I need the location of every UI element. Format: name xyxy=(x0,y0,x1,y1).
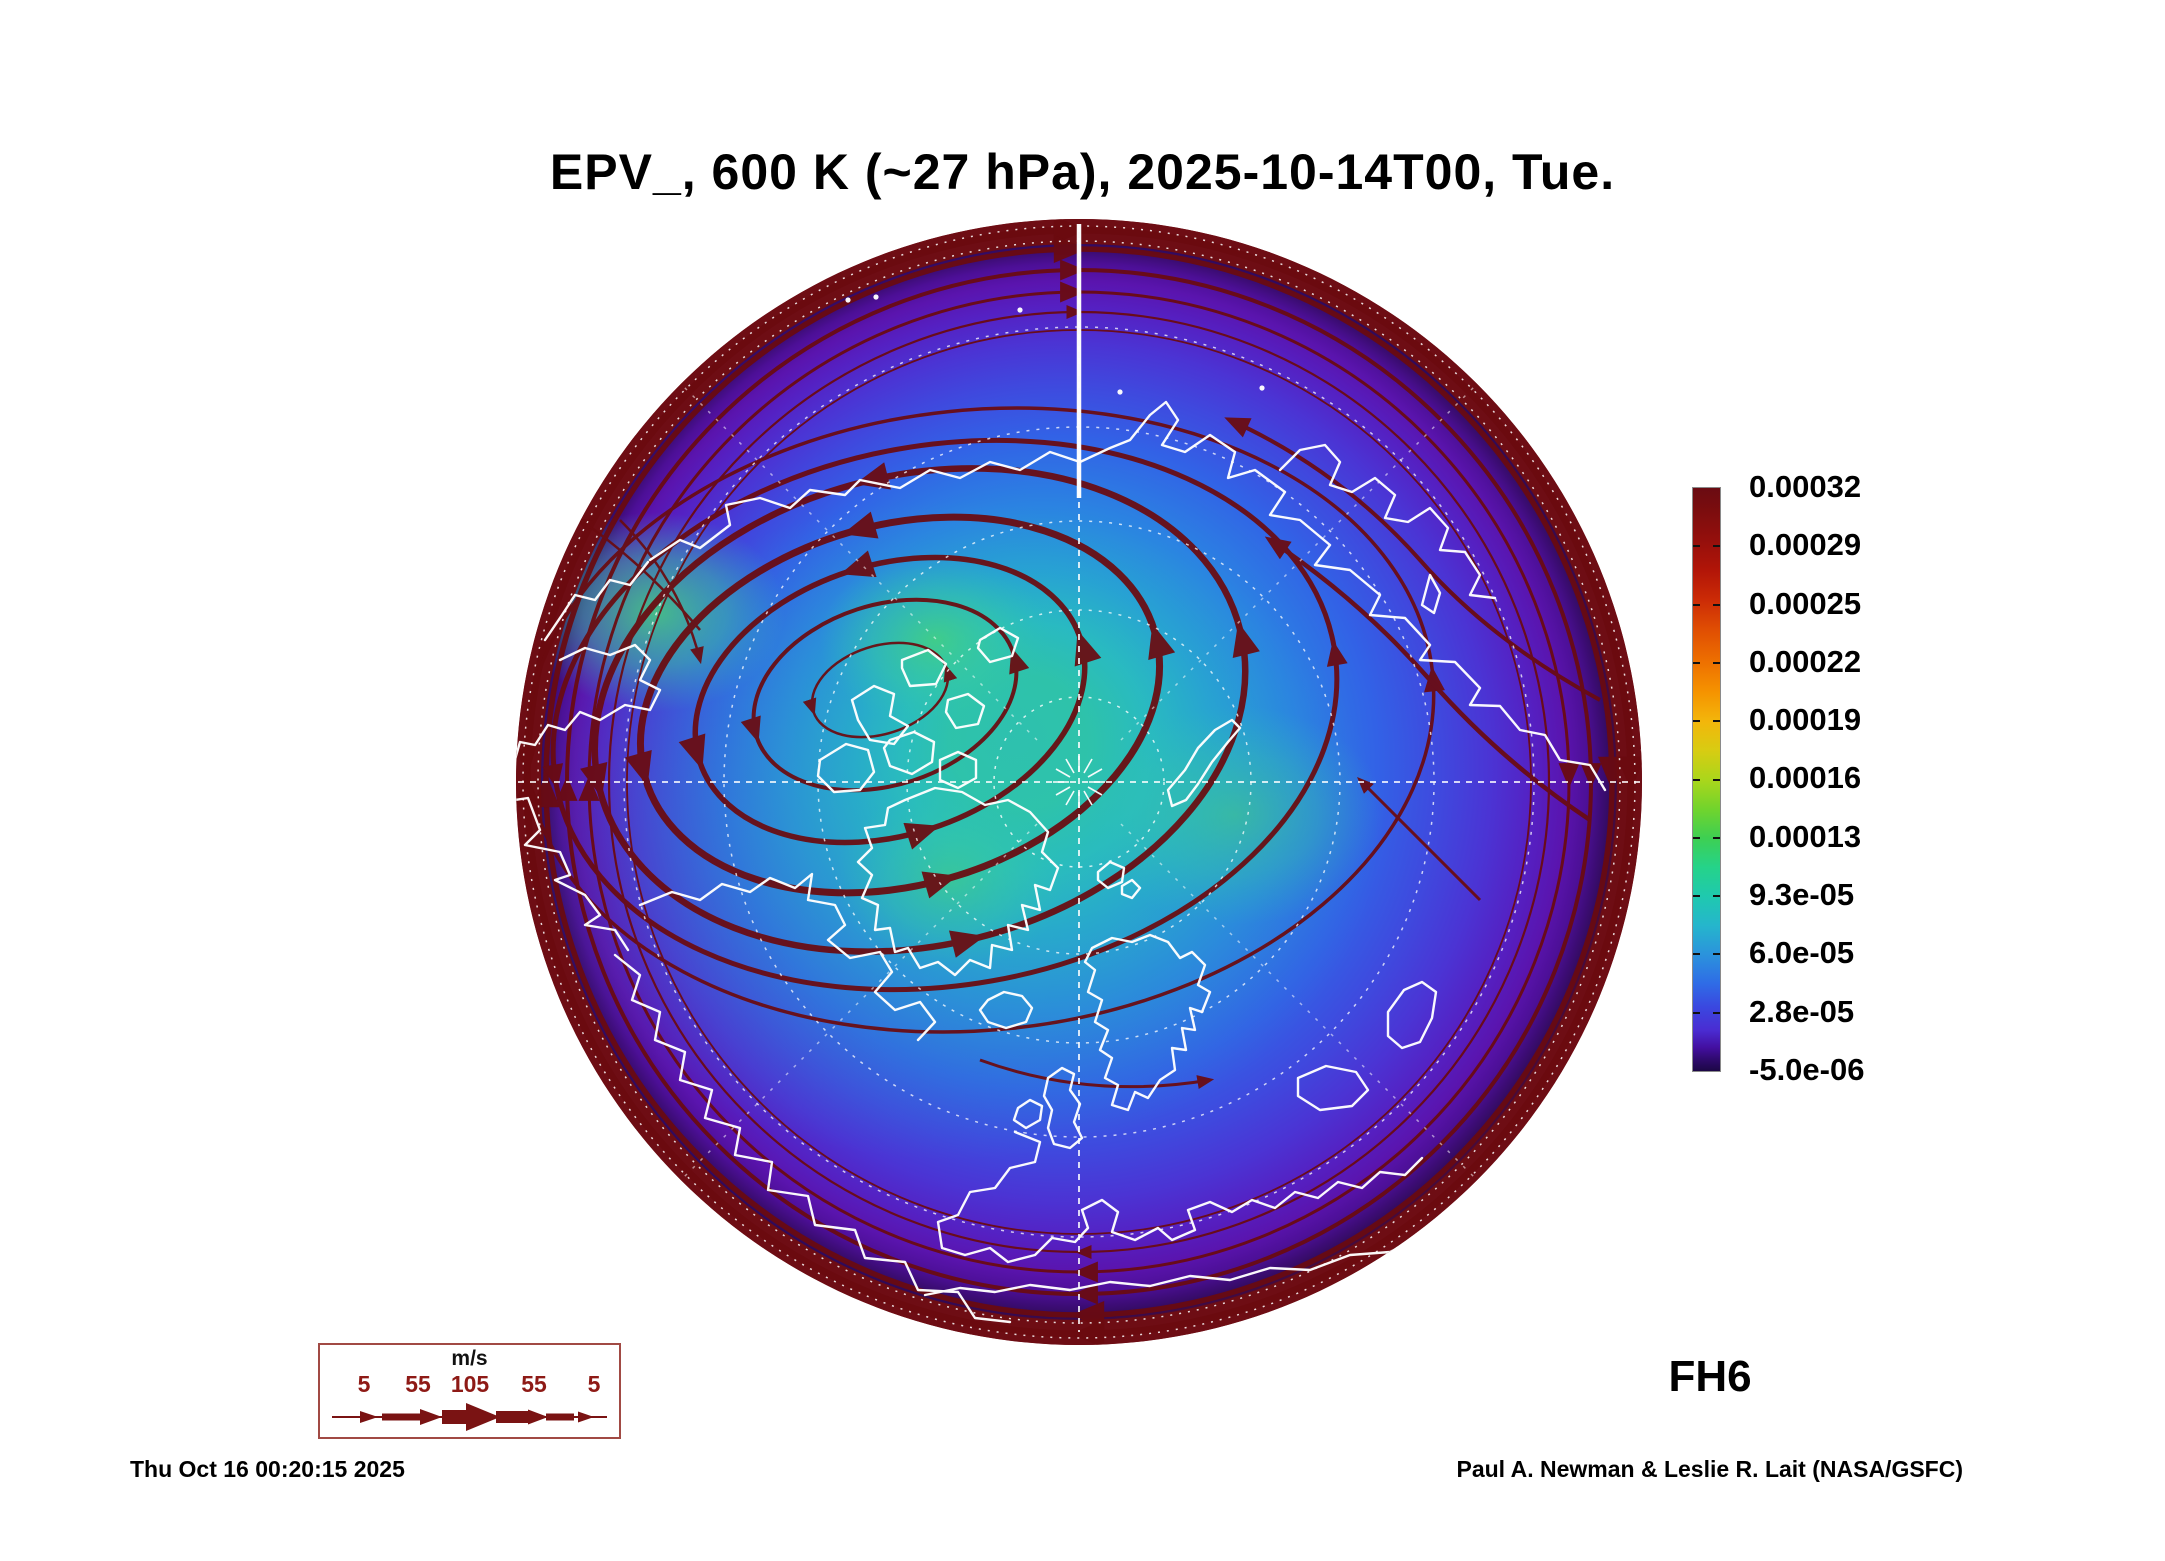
wind-speed-label: 55 xyxy=(521,1371,547,1397)
wind-speed-legend: m/s 5 55 105 55 5 xyxy=(318,1343,621,1439)
colorbar-label: 6.0e-05 xyxy=(1749,935,1855,970)
colorbar-label: 0.00016 xyxy=(1749,760,1862,795)
meridian-line xyxy=(1053,224,1105,808)
colorbar-label: 0.00022 xyxy=(1749,644,1862,679)
colorbar-label: 0.00032 xyxy=(1749,469,1862,504)
colorbar-label: 0.00029 xyxy=(1749,527,1862,562)
colorbar-tick xyxy=(1693,662,1700,664)
colorbar-tick xyxy=(1713,1012,1720,1014)
forecast-hour-label: FH6 xyxy=(1668,1352,1752,1401)
colorbar xyxy=(1692,487,1721,1072)
colorbar-tick xyxy=(1693,720,1700,722)
colorbar-label: 9.3e-05 xyxy=(1749,877,1855,912)
green-patch-pole xyxy=(820,552,1050,728)
colorbar-tick xyxy=(1693,604,1700,606)
generated-timestamp: Thu Oct 16 00:20:15 2025 xyxy=(130,1456,405,1482)
wind-speed-label: 105 xyxy=(450,1371,490,1397)
colorbar-tick xyxy=(1693,837,1700,839)
wind-legend-unit: m/s xyxy=(451,1347,488,1370)
wind-speed-label: 5 xyxy=(587,1371,601,1397)
colorbar-tick xyxy=(1693,895,1700,897)
wind-speed-label: 55 xyxy=(405,1371,431,1397)
colorbar-label: 0.00025 xyxy=(1749,586,1862,621)
colorbar-tick xyxy=(1693,953,1700,955)
colorbar-tick xyxy=(1693,779,1700,781)
colorbar-tick xyxy=(1713,837,1720,839)
colorbar-tick xyxy=(1713,662,1720,664)
colorbar-label: 2.8e-05 xyxy=(1749,994,1855,1029)
colorbar-label: 0.00019 xyxy=(1749,702,1862,737)
colorbar-tick xyxy=(1693,1012,1700,1014)
colorbar-tick xyxy=(1713,953,1720,955)
credit-text: Paul A. Newman & Leslie R. Lait (NASA/GS… xyxy=(1456,1456,1963,1482)
colorbar-label: -5.0e-06 xyxy=(1749,1052,1865,1087)
colorbar-label: 0.00013 xyxy=(1749,819,1862,854)
colorbar-tick xyxy=(1713,545,1720,547)
colorbar-labels: 0.00032 0.00029 0.00025 0.00022 0.00019 … xyxy=(1749,469,1949,1129)
plot-title: EPV_, 600 K (~27 hPa), 2025-10-14T00, Tu… xyxy=(549,144,1616,200)
colorbar-tick xyxy=(1713,779,1720,781)
colorbar-tick xyxy=(1713,895,1720,897)
colorbar-tick xyxy=(1693,545,1700,547)
pole-starburst xyxy=(1053,756,1105,808)
wind-streamlines xyxy=(516,219,1642,1345)
colorbar-tick xyxy=(1713,720,1720,722)
wind-arrow-scale xyxy=(332,1403,607,1431)
wind-speed-label: 5 xyxy=(357,1371,371,1397)
colorbar-tick xyxy=(1713,604,1720,606)
